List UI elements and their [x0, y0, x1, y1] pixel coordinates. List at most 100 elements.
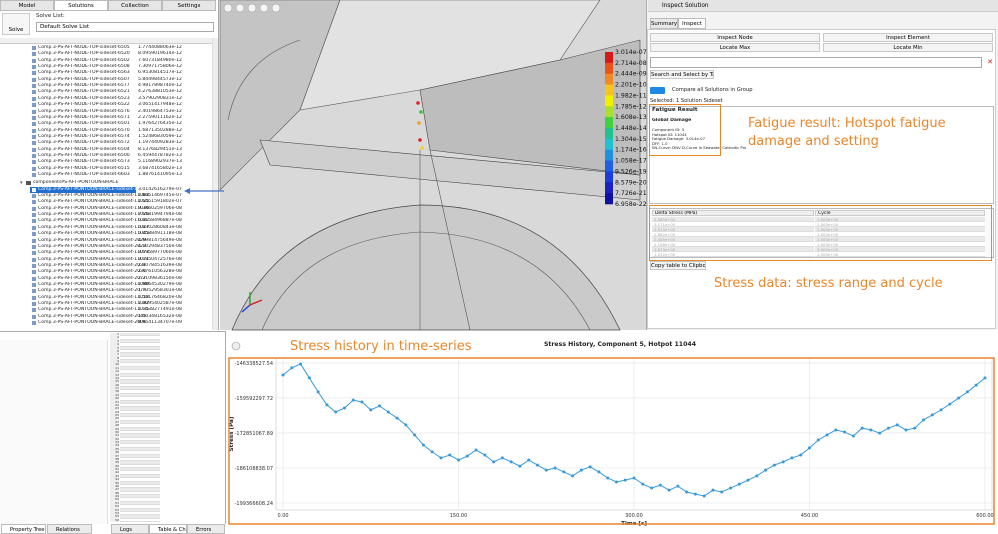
- result-dropdown[interactable]: Fatigue Damage: [585, 7, 641, 18]
- tree-item-name[interactable]: Comp.3-PS-AFT-PONTOON-BRACE-sideset-1102…: [38, 199, 149, 205]
- tree-item-name[interactable]: Comp.3-PS-AFT-NODE-TOP-sideset-6574: [38, 133, 130, 139]
- tree-item-name[interactable]: Comp.3-PS-AFT-NODE-TOP-sideset-6504: [38, 146, 130, 152]
- search-tags-button[interactable]: Search and Select by Tags: [650, 70, 714, 79]
- data-point: [492, 460, 496, 464]
- tree-item-name[interactable]: Comp.3-PS-AFT-NODE-TOP-sideset-6502: [38, 57, 130, 63]
- tree-item-name[interactable]: Comp.3-PS-AFT-NODE-TOP-sideset-6522: [38, 102, 130, 108]
- tree-item-value: 3.1850472576e-08: [138, 256, 182, 262]
- solve-list-dropdown[interactable]: Default Solve List: [36, 22, 214, 32]
- tag-search-field[interactable]: [650, 57, 982, 68]
- tree-item-value: 1.1974409283e-12: [138, 140, 182, 146]
- tree-item-name[interactable]: Comp.3-PS-AFT-PONTOON-BRACE-sideset-1104…: [38, 231, 149, 237]
- tree-item-name[interactable]: Comp.3-PS-AFT-NODE-TOP-sideset-6507: [38, 76, 130, 82]
- row-number: 20: [110, 397, 119, 401]
- tree-item-value: 6.4594478782e-13: [138, 152, 182, 158]
- row-number: 8: [110, 356, 119, 360]
- tree-item-name[interactable]: Comp.3-PS-AFT-PONTOON-BRACE-sideset-2029: [38, 237, 146, 243]
- tree-item-name[interactable]: Comp.3-PS-AFT-NODE-TOP-sideset-6508: [38, 64, 130, 70]
- inspect-button[interactable]: Locate Min: [823, 43, 993, 52]
- colorbar-label: 2.201e-10: [615, 82, 647, 89]
- row-number: 5: [110, 346, 119, 350]
- sheet-cell: [120, 478, 160, 482]
- sheet-cell: [120, 447, 160, 452]
- tree-item-value: 3.0142616279e-07: [138, 186, 182, 192]
- tree-item-name[interactable]: Comp.3-PS-AFT-PONTOON-BRACE-sideset-1108…: [38, 301, 149, 306]
- tree-icon: [32, 96, 36, 101]
- tree-item-name[interactable]: Comp.3-PS-AFT-PONTOON-BRACE-sideset-1103…: [38, 307, 149, 313]
- tree-item-name[interactable]: Comp.3-PS-AFT-PONTOON-BRACE-sideset-2030: [38, 269, 146, 275]
- panel-tab[interactable]: Collection: [108, 0, 162, 11]
- solve-button[interactable]: Solve: [2, 13, 30, 35]
- tree-item-name[interactable]: Comp.3-PS-AFT-PONTOON-BRACE-sideset-1102…: [38, 224, 149, 230]
- tree-item-value: 4.2763881053e-12: [138, 89, 182, 95]
- row-number: 41: [110, 468, 119, 472]
- inspect-button[interactable]: Inspect Node: [650, 33, 820, 42]
- tree-item-name[interactable]: Comp.3-PS-AFT-NODE-TOP-sideset-6500: [38, 152, 130, 158]
- tree-item-name[interactable]: Comp.3-PS-AFT-PONTOON-BRACE-sideset-1107…: [38, 250, 149, 256]
- tree-item-name[interactable]: Comp.3-PS-AFT-PONTOON-BRACE-sideset-2077: [38, 275, 146, 281]
- compare-toggle[interactable]: [650, 87, 665, 94]
- row-number: 34: [110, 444, 119, 448]
- tree-item-value: 2.2759011162e-12: [138, 114, 182, 120]
- tree-item-name[interactable]: Comp.3-PS-AFT-NODE-TOP-sideset-6572: [38, 140, 130, 146]
- x-tick-label: 0.00: [277, 513, 288, 519]
- tree-icon: [32, 302, 36, 306]
- bottom-tab[interactable]: Logs: [111, 524, 149, 534]
- sheet-cell: [120, 474, 160, 479]
- panel-tab[interactable]: Solutions: [54, 0, 108, 11]
- tree-item-name[interactable]: Comp.3-PS-AFT-NODE-TOP-sideset-6571: [38, 114, 130, 120]
- tree-item-name[interactable]: Comp.3-PS-AFT-NODE-TOP-sideset-6501: [38, 121, 130, 127]
- unit-dropdown[interactable]: (dimensionless): [598, 36, 641, 45]
- data-point: [834, 428, 838, 432]
- tree-item-name[interactable]: Comp.3-PS-AFT-NODE-TOP-sideset-6603: [38, 172, 130, 177]
- tree-item-name[interactable]: Comp.3-PS-AFT-NODE-TOP-sideset-6523: [38, 95, 130, 101]
- bottom-left-tab[interactable]: Property Tree: [1, 524, 46, 534]
- bottom-left-tab[interactable]: Relations: [47, 524, 92, 534]
- solve-list-label: Solve List:: [36, 13, 65, 19]
- data-point: [404, 423, 408, 427]
- tree-item-value: 2.4019864753e-12: [138, 108, 182, 114]
- bottom-tab[interactable]: Errors: [187, 524, 225, 534]
- tree-item-name[interactable]: Comp.3-PS-AFT-PONTOON-BRACE-sideset-1108…: [38, 281, 149, 287]
- tree-item-name[interactable]: Comp.3-PS-AFT-NODE-TOP-sideset-6573: [38, 159, 130, 165]
- tree-item-name[interactable]: Comp.3-PS-AFT-NODE-TOP-sideset-6521: [38, 89, 130, 95]
- tree-item-name[interactable]: Comp.3-PS-AFT-PONTOON-BRACE-sideset-1102…: [38, 212, 149, 218]
- row-number: 9: [110, 360, 119, 364]
- tree-item-name[interactable]: Comp.3-PS-AFT-NODE-TOP-sideset-6570: [38, 127, 130, 133]
- tree-item-name[interactable]: Comp.3-PS-AFT-NODE-TOP-sideset-6577: [38, 83, 130, 89]
- tree-group-name[interactable]: componentsPS-AFT-PONTOON-BRACE: [33, 180, 119, 186]
- tree-item-name[interactable]: Comp.3-PS-AFT-NODE-TOP-sideset-6563: [38, 70, 130, 76]
- tree-icon: [32, 141, 36, 146]
- tree-item-name[interactable]: Comp.3-PS-AFT-PONTOON-BRACE-sideset-1107…: [38, 256, 149, 262]
- panel-tab[interactable]: Settings: [162, 0, 216, 11]
- row-number: 32: [110, 437, 119, 441]
- inspect-tab[interactable]: Inspect: [678, 18, 706, 29]
- tree-item-name[interactable]: Comp.3-PS-AFT-NODE-TOP-sideset-6520: [38, 51, 130, 57]
- tree-item-name[interactable]: Comp.3-PS-AFT-PONTOON-BRACE-sideset-2045: [38, 313, 146, 319]
- row-number: 55: [110, 515, 119, 519]
- inspect-tab[interactable]: Summary: [650, 18, 678, 29]
- tree-item-value: 3.5790290831e-12: [138, 95, 182, 101]
- tree-item-name[interactable]: Comp.3-PS-AFT-PONTOON-BRACE-sideset-1103…: [38, 205, 149, 211]
- panel-tab[interactable]: Model: [0, 0, 54, 11]
- inspect-button[interactable]: Locate Max: [650, 43, 820, 52]
- tree-item-name[interactable]: Comp.3-PS-AFT-PONTOON-BRACE-sideset-1108…: [38, 193, 149, 199]
- tree-item-name[interactable]: Comp.3-PS-AFT-PONTOON-BRACE-sideset-2079: [38, 288, 146, 294]
- data-point: [623, 478, 627, 482]
- copy-table-button[interactable]: Copy table to Clipboard: [650, 261, 706, 270]
- row-number: 39: [110, 461, 119, 465]
- tree-item-name[interactable]: Comp.3-PS-AFT-PONTOON-BRACE-sideset-2031: [38, 262, 146, 268]
- tree-item-name[interactable]: Comp.3-PS-AFT-NODE-TOP-sideset-6515: [38, 165, 130, 171]
- tree-item-name[interactable]: Comp.3-PS-AFT-PONTOON-BRACE-sideset-1108…: [38, 218, 149, 224]
- tree-item-name[interactable]: Comp.3-PS-AFT-PONTOON-BRACE-sideset-1101…: [38, 294, 149, 300]
- bottom-tab[interactable]: Table & Chart: [149, 524, 187, 534]
- sheet-cell: [120, 488, 160, 492]
- tree-icon: [32, 58, 36, 63]
- tree-item-name[interactable]: Comp.3-PS-AFT-NODE-TOP-sideset-6505: [38, 45, 130, 50]
- tree-item-name[interactable]: Comp.3-PS-AFT-PONTOON-BRACE-sideset-1104…: [38, 186, 149, 192]
- data-point: [544, 468, 548, 472]
- inspect-button[interactable]: Inspect Element: [823, 33, 993, 42]
- tree-item-name[interactable]: Comp.3-PS-AFT-PONTOON-BRACE-sideset-2028: [38, 243, 146, 249]
- tree-item-name[interactable]: Comp.3-PS-AFT-PONTOON-BRACE-sideset-2006: [38, 320, 146, 326]
- tree-item-name[interactable]: Comp.3-PS-AFT-NODE-TOP-sideset-6576: [38, 108, 130, 114]
